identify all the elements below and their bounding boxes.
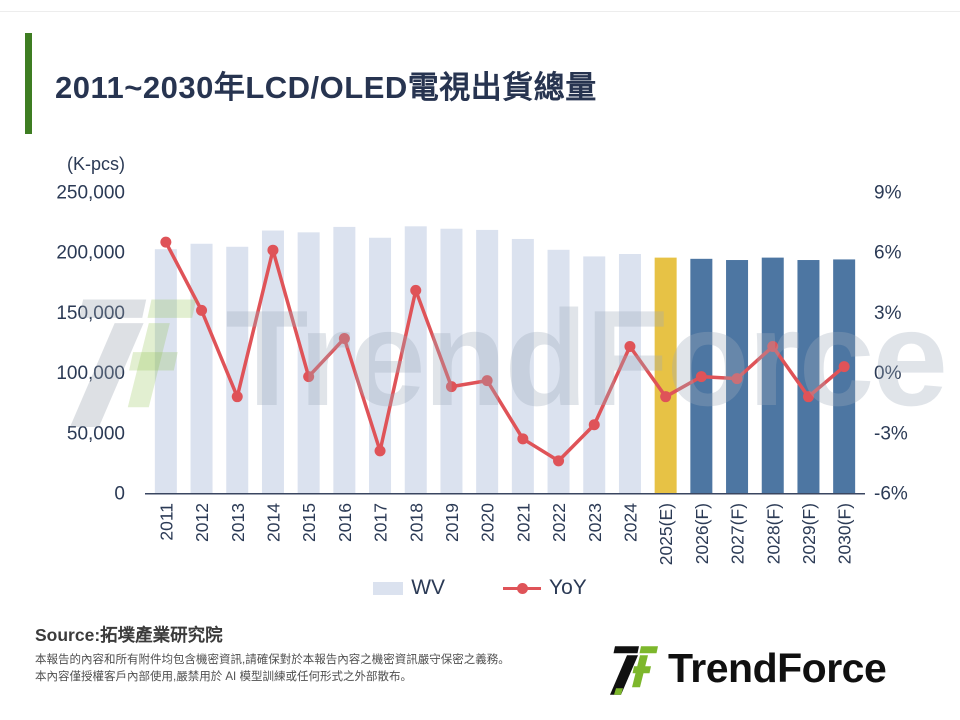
bar-2018 [404,226,427,493]
yoy-point-2011 [160,236,172,248]
x-label-2013: 2013 [228,503,248,542]
yoy-point-2019 [445,381,457,393]
unit-label: (K-pcs) [67,154,125,174]
yoy-line-swatch-icon [503,582,542,595]
left-axis-tick: 0 [114,484,125,505]
left-axis-tick: 150,000 [56,303,125,324]
source-note: Source:拓墣產業研究院 [35,625,223,645]
yoy-point-2027(F) [731,373,743,385]
bar-2012 [190,243,213,493]
left-axis-tick: 200,000 [56,243,125,264]
bar-2028(F) [761,257,784,493]
x-label-2026(F): 2026(F) [692,503,712,564]
x-label-2027(F): 2027(F) [728,503,748,564]
combo-chart: (K-pcs) 250,000 200,000 150,000 100,000 50,00… [56,154,908,565]
left-axis-tick: 250,000 [56,183,125,204]
legend-label-yoy: YoY [549,576,587,599]
bar-2029(F) [797,260,820,493]
x-label-2019: 2019 [442,503,462,542]
disclaimer-line-1: 本報告的內容和所有附件均包含機密資訊,請確保對於本報告內容之機密資訊嚴守保密之義… [35,654,510,666]
yoy-point-2025(E) [660,391,672,403]
yoy-line [164,241,846,463]
bar-2015 [297,232,320,494]
trendforce-logo: TrendForce [610,642,887,695]
x-label-2018: 2018 [406,503,426,542]
yoy-point-2012 [196,304,208,316]
yoy-point-2026(F) [695,371,707,383]
legend-label-wv: WV [411,576,446,599]
yoy-point-2018 [410,284,422,296]
yoy-point-2014 [267,244,279,256]
chart-legend: WV YoY [0,576,960,600]
x-label-2022: 2022 [549,503,569,542]
top-divider [0,11,960,12]
legend-item-yoy: YoY [503,576,587,600]
yoy-point-2017 [374,445,386,457]
disclaimer-line-2: 本內容僅授權客戶內部使用,嚴禁用於 AI 模型訓練或任何形式之外部散布。 [35,671,412,683]
bar-2024 [618,254,641,493]
right-axis-tick: -3% [874,423,908,444]
bar-2025(E) [654,257,677,493]
trendforce-logo-mark-icon [610,646,658,695]
x-label-2011: 2011 [156,503,176,541]
title-accent-bar [25,33,32,134]
x-label-2015: 2015 [299,503,319,542]
yoy-point-2022 [553,455,565,467]
legend-item-wv: WV [373,576,445,600]
bar-2013 [226,246,249,493]
chart-area: (K-pcs) 250,000 200,000 150,000 100,000 50,00… [0,150,960,580]
x-label-2023: 2023 [585,503,605,542]
bar-2030(F) [833,259,856,493]
bar-2014 [261,230,284,493]
bar-2022 [547,249,570,493]
right-axis-tick: 3% [874,303,902,324]
page-title: 2011~2030年LCD/OLED電視出貨總量 [55,70,597,105]
x-label-2029(F): 2029(F) [799,503,819,564]
left-axis-tick: 100,000 [56,363,125,384]
x-label-2016: 2016 [335,503,355,542]
yoy-point-2029(F) [802,391,814,403]
x-label-2017: 2017 [371,503,391,542]
right-axis-tick: 0% [874,363,902,384]
yoy-point-2024 [624,341,636,353]
yoy-point-2015 [303,371,315,383]
bar-2020 [476,229,499,493]
yoy-point-2030(F) [838,361,850,373]
yoy-point-2013 [231,391,243,403]
x-label-2014: 2014 [263,503,283,542]
x-label-2025(E): 2025(E) [656,503,676,565]
yoy-point-2020 [481,375,493,387]
right-axis-tick: 6% [874,243,902,264]
bar-2016 [333,226,356,493]
x-label-2020: 2020 [478,503,498,542]
disclaimer: 本報告的內容和所有附件均包含機密資訊,請確保對於本報告內容之機密資訊嚴守保密之義… [35,652,510,686]
yoy-point-2021 [517,433,529,445]
trendforce-logo-text: TrendForce [668,645,887,691]
yoy-point-2023 [588,419,600,431]
right-axis-tick: -6% [874,484,908,505]
wv-bar-swatch-icon [373,581,404,595]
x-label-2028(F): 2028(F) [763,503,783,564]
bar-2021 [511,238,534,493]
x-label-2030(F): 2030(F) [835,503,855,564]
x-label-2021: 2021 [513,503,533,542]
yoy-point-2016 [338,332,350,344]
x-label-2024: 2024 [620,503,640,542]
left-axis-tick: 50,000 [67,423,125,444]
bar-2019 [440,228,463,494]
right-axis-tick: 9% [874,183,902,204]
yoy-point-2028(F) [767,341,779,353]
x-label-2012: 2012 [192,503,212,542]
bar-2023 [583,256,606,493]
bar-2011 [154,249,177,493]
